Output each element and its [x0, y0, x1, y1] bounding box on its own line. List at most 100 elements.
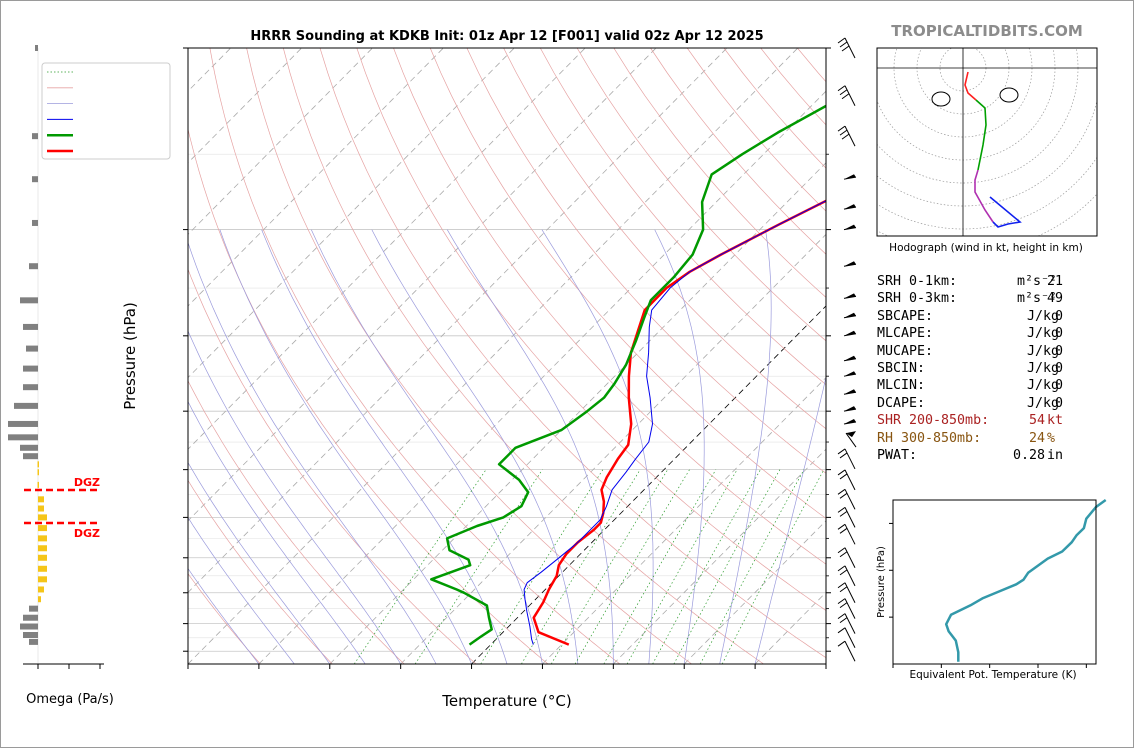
- hodograph-segment-6-9km: [974, 169, 994, 223]
- stat-row: SRH 0-1km: 21 m²s⁻²: [877, 273, 1127, 290]
- wind-barb-feather: [839, 41, 848, 48]
- stat-unit: J/kg: [1027, 326, 1060, 342]
- pseudoadiabat-line: [261, 229, 508, 664]
- theta-e-panel: Equivalent Pot. Temperature (K) Pressure…: [876, 498, 1107, 681]
- dry-adiabat-line: [188, 268, 477, 664]
- pseudoadiabat-line: [188, 400, 366, 664]
- omega-bar: [20, 444, 38, 451]
- mixing-ratio-line: [574, 469, 690, 664]
- x-axis-label: Temperature (°C): [441, 692, 571, 710]
- wind-barb-staff: [844, 627, 856, 649]
- y-axis-label: Pressure (hPa): [121, 302, 139, 410]
- dry-adiabat-line: [319, 48, 826, 659]
- omega-bar: [23, 453, 38, 460]
- mixing-ratio-line: [721, 469, 825, 664]
- dry-adiabat-line: [393, 48, 826, 565]
- stat-value: 21: [1046, 274, 1063, 289]
- pseudoadiabat-line: [754, 375, 826, 664]
- isotherm-line: [188, 48, 373, 235]
- mixing-ratio-line: [699, 469, 805, 664]
- hodograph-frame: [876, 47, 1098, 237]
- omega-bar: [38, 545, 47, 552]
- dry-adiabat-line: [188, 479, 333, 664]
- series-line-dewpoint: [430, 104, 826, 646]
- wind-barb-pennant: [844, 389, 856, 395]
- wind-barb-pennant: [844, 330, 856, 336]
- dry-adiabat-line: [576, 48, 826, 342]
- isotherm-line: [188, 48, 657, 522]
- stat-row: DCAPE: 0 J/kg: [877, 395, 1127, 412]
- pseudoadiabat-line: [541, 229, 654, 664]
- hodograph-segment-0-3km: [964, 71, 977, 101]
- isotherm-line: [258, 90, 826, 664]
- omega-bar: [23, 384, 38, 391]
- omega-bar: [8, 434, 38, 441]
- stat-label: MUCAPE:: [877, 343, 934, 359]
- wind-barb-pennant: [844, 355, 856, 361]
- wind-barb-feather: [837, 565, 846, 572]
- theta-e-line: [944, 498, 1107, 662]
- wind-barb-staff: [844, 489, 856, 510]
- stat-value: 49: [1046, 291, 1063, 307]
- stat-unit: J/kg: [1027, 378, 1060, 394]
- wind-barb-pennant: [846, 431, 856, 438]
- wind-barb-feather: [839, 527, 848, 534]
- wind-barb-feather: [837, 125, 846, 132]
- isotherm-line: [188, 48, 586, 450]
- pseudoadiabat-line: [310, 229, 543, 664]
- wind-barb-staff: [844, 640, 856, 662]
- wind-barb-staff: [845, 432, 857, 448]
- wind-barb-feather: [837, 582, 846, 589]
- wind-barb-staff: [844, 582, 856, 603]
- stat-label: RH 300-850mb:: [877, 430, 982, 446]
- wind-barb-feather: [839, 602, 848, 609]
- omega-bar: [32, 133, 38, 140]
- isotherm-line: [329, 162, 826, 664]
- omega-bar: [29, 638, 38, 645]
- wind-barb-staff: [844, 85, 856, 106]
- wind-barb-feather: [837, 613, 846, 620]
- storm-motion-marker: [999, 87, 1019, 103]
- omega-bar: [38, 496, 44, 503]
- stat-row: SBCAPE: 0 J/kg: [877, 308, 1127, 325]
- omega-bar: [38, 514, 47, 521]
- legend: [41, 62, 171, 160]
- stat-value: 0: [1054, 360, 1063, 376]
- omega-bar: [14, 402, 38, 409]
- omega-panel: Omega (Pa/s) DGZ DGZ: [8, 45, 114, 707]
- pseudoadiabat-line: [654, 229, 705, 664]
- wind-barb-feather: [839, 586, 848, 593]
- wind-barb-feather: [839, 551, 848, 558]
- mixing-ratio-line: [414, 469, 543, 664]
- hodograph-panel: Hodograph (wind in kt, height in km): [876, 47, 1098, 254]
- stat-label: DCAPE:: [877, 395, 926, 411]
- stat-unit: J/kg: [1027, 360, 1060, 376]
- stat-label: MLCIN:: [877, 378, 926, 394]
- theta-e-x-label: Equivalent Pot. Temperature (K): [909, 669, 1076, 681]
- isotherm-line: [188, 48, 728, 593]
- stat-label: SHR 200-850mb:: [877, 413, 990, 429]
- wind-barb-pennant: [844, 406, 856, 412]
- stat-unit: m²s⁻²: [1017, 291, 1058, 307]
- stat-label: SBCIN:: [877, 360, 926, 376]
- isotherm-line: [188, 48, 515, 379]
- wind-barb-staff: [844, 565, 856, 587]
- stat-unit: %: [1047, 430, 1056, 446]
- mixing-ratio-line: [603, 469, 717, 664]
- dry-adiabat-line: [188, 572, 261, 664]
- stat-unit: J/kg: [1027, 343, 1060, 359]
- wind-barb-feather: [837, 598, 846, 605]
- omega-bar: [38, 586, 44, 593]
- skewt-background-lines: [188, 48, 826, 664]
- wind-barb-feather: [841, 93, 850, 100]
- wind-barb-feather: [837, 640, 846, 647]
- stat-unit: m²s⁻²: [1017, 274, 1058, 289]
- wind-barb-pennant: [844, 261, 856, 267]
- omega-x-label: Omega (Pa/s): [26, 692, 114, 707]
- theta-e-axes: [889, 522, 1087, 668]
- wind-barb-pennant: [844, 312, 856, 318]
- wind-barb-pennant: [844, 174, 856, 180]
- omega-bar: [26, 345, 38, 352]
- isotherm-line: [683, 520, 826, 664]
- stat-value: 0: [1054, 308, 1063, 324]
